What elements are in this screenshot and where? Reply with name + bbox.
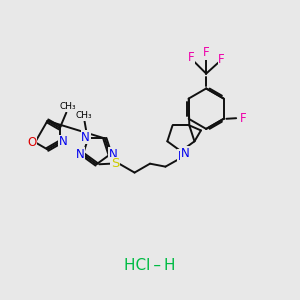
Text: N: N: [59, 135, 68, 148]
Text: F: F: [240, 112, 247, 125]
Text: N: N: [76, 148, 84, 161]
Text: F: F: [218, 52, 225, 66]
Text: N: N: [81, 131, 90, 144]
Text: CH₃: CH₃: [75, 111, 92, 120]
Text: N: N: [178, 150, 187, 163]
Text: N: N: [181, 147, 190, 160]
Text: S: S: [111, 157, 119, 170]
Text: CH₃: CH₃: [59, 102, 76, 111]
Text: HCl – H: HCl – H: [124, 258, 176, 273]
Text: O: O: [28, 136, 37, 149]
Text: F: F: [188, 51, 194, 64]
Text: F: F: [203, 46, 209, 59]
Text: N: N: [109, 148, 117, 161]
